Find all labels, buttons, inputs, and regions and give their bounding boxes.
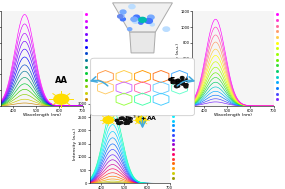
Circle shape bbox=[127, 122, 129, 124]
Circle shape bbox=[171, 81, 174, 83]
Circle shape bbox=[118, 15, 123, 18]
Circle shape bbox=[185, 80, 188, 81]
Circle shape bbox=[177, 85, 180, 87]
Circle shape bbox=[172, 82, 176, 84]
Circle shape bbox=[150, 23, 154, 26]
Circle shape bbox=[120, 122, 123, 124]
Circle shape bbox=[180, 77, 184, 79]
Circle shape bbox=[120, 18, 125, 21]
Polygon shape bbox=[130, 32, 155, 53]
Circle shape bbox=[176, 82, 180, 85]
Circle shape bbox=[121, 117, 124, 119]
Circle shape bbox=[163, 27, 170, 31]
Circle shape bbox=[119, 117, 123, 120]
Circle shape bbox=[131, 17, 137, 21]
Circle shape bbox=[115, 119, 119, 122]
Circle shape bbox=[118, 123, 121, 125]
Circle shape bbox=[117, 122, 120, 124]
Circle shape bbox=[124, 122, 127, 124]
Circle shape bbox=[148, 15, 154, 19]
Text: Fe$^{3+}$+AA: Fe$^{3+}$+AA bbox=[124, 113, 158, 123]
FancyBboxPatch shape bbox=[91, 58, 194, 116]
Circle shape bbox=[126, 120, 129, 122]
Circle shape bbox=[173, 80, 176, 82]
Circle shape bbox=[129, 5, 135, 9]
Circle shape bbox=[117, 121, 119, 122]
Circle shape bbox=[120, 15, 124, 17]
Circle shape bbox=[176, 79, 180, 82]
Circle shape bbox=[180, 81, 184, 83]
Text: AA: AA bbox=[55, 76, 68, 85]
Circle shape bbox=[130, 121, 132, 122]
Circle shape bbox=[133, 19, 139, 23]
Circle shape bbox=[184, 84, 187, 87]
Circle shape bbox=[169, 78, 172, 81]
Circle shape bbox=[129, 117, 131, 119]
Circle shape bbox=[128, 28, 132, 31]
Circle shape bbox=[175, 80, 178, 82]
Circle shape bbox=[127, 121, 130, 122]
Circle shape bbox=[145, 19, 152, 23]
Circle shape bbox=[136, 117, 146, 123]
Circle shape bbox=[133, 15, 140, 19]
Circle shape bbox=[180, 82, 184, 84]
Circle shape bbox=[124, 119, 127, 121]
X-axis label: Wavelength (nm): Wavelength (nm) bbox=[214, 113, 252, 117]
Circle shape bbox=[139, 17, 146, 22]
Circle shape bbox=[103, 117, 113, 123]
Circle shape bbox=[139, 21, 143, 24]
X-axis label: Wavelength (nm): Wavelength (nm) bbox=[23, 113, 61, 117]
Circle shape bbox=[125, 123, 127, 124]
Text: Fe$^{3+}$: Fe$^{3+}$ bbox=[169, 74, 190, 87]
Y-axis label: Intensity (a.u.): Intensity (a.u.) bbox=[176, 43, 180, 75]
Circle shape bbox=[174, 85, 178, 87]
Y-axis label: Intensity (a.u.): Intensity (a.u.) bbox=[73, 128, 77, 160]
Circle shape bbox=[184, 84, 187, 86]
Circle shape bbox=[128, 118, 130, 120]
Circle shape bbox=[175, 86, 178, 88]
Circle shape bbox=[181, 83, 185, 85]
Polygon shape bbox=[113, 3, 172, 32]
Circle shape bbox=[181, 80, 184, 82]
Circle shape bbox=[54, 94, 69, 104]
Circle shape bbox=[171, 79, 174, 81]
Circle shape bbox=[179, 82, 183, 84]
Circle shape bbox=[120, 10, 126, 14]
Circle shape bbox=[184, 85, 188, 88]
Circle shape bbox=[185, 84, 188, 86]
